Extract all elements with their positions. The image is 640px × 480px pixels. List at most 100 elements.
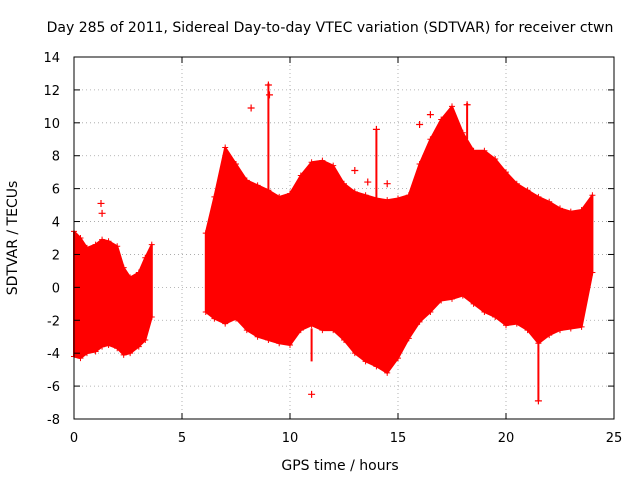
x-tick-label: 20 — [498, 431, 515, 446]
data-point — [276, 193, 283, 200]
data-point — [384, 369, 391, 376]
data-point — [202, 309, 209, 316]
data-point — [83, 244, 90, 251]
data-point — [254, 333, 261, 340]
y-tick-label: 8 — [52, 150, 60, 165]
data-point — [492, 156, 499, 163]
ticks — [73, 56, 615, 420]
y-axis-label: SDTVAR / TECUs — [5, 181, 21, 296]
data-point — [92, 241, 99, 248]
data-point — [470, 300, 477, 307]
y-tick-label: -4 — [47, 347, 60, 362]
data-point — [578, 323, 585, 330]
data-point — [341, 337, 347, 344]
data-point — [351, 188, 358, 195]
data-layer — [71, 81, 596, 405]
data-point — [222, 320, 229, 327]
data-point — [364, 178, 372, 186]
data-point — [114, 345, 121, 352]
data-point — [319, 157, 326, 164]
y-tick-label: 10 — [43, 117, 60, 132]
data-point — [319, 327, 326, 334]
data-point — [557, 327, 563, 334]
data-point — [459, 129, 466, 136]
data-point — [351, 167, 359, 175]
data-point — [470, 147, 477, 154]
data-point — [233, 315, 239, 322]
data-point — [372, 125, 380, 133]
data-point — [202, 230, 209, 237]
data-point — [264, 81, 272, 89]
data-point — [405, 192, 412, 199]
y-tick-label: -6 — [47, 380, 60, 395]
data-point — [362, 358, 369, 365]
data-point — [83, 350, 90, 357]
data-point — [127, 350, 134, 357]
data-point — [265, 337, 272, 344]
data-point — [287, 190, 293, 197]
data-point — [481, 309, 488, 316]
data-point — [383, 180, 391, 188]
data-point — [426, 111, 434, 119]
data-point — [427, 136, 434, 143]
x-tick-label: 5 — [178, 431, 186, 446]
data-point — [438, 116, 445, 123]
data-point — [546, 332, 553, 339]
plot-frame — [73, 56, 615, 420]
data-point — [211, 315, 218, 322]
data-point — [546, 198, 553, 205]
data-point — [330, 327, 337, 334]
data-point — [243, 177, 250, 184]
data-point — [114, 243, 121, 250]
data-point — [362, 192, 369, 199]
data-point — [567, 325, 574, 332]
data-point — [105, 238, 112, 245]
data-point — [127, 274, 134, 281]
data-point — [308, 159, 315, 166]
y-tick-label: 6 — [52, 183, 60, 198]
data-point — [135, 343, 142, 350]
data-point — [416, 120, 424, 128]
data-point — [503, 322, 509, 329]
x-tick-label: 10 — [282, 431, 299, 446]
data-point — [459, 292, 466, 299]
data-point — [427, 309, 434, 316]
data-point — [395, 355, 401, 362]
x-tick-label: 15 — [390, 431, 407, 446]
data-point — [578, 207, 585, 214]
y-tick-label: 4 — [52, 216, 60, 231]
data-point — [92, 348, 99, 355]
data-point — [308, 390, 316, 398]
y-tick-label: 0 — [52, 281, 60, 296]
data-point — [243, 327, 250, 334]
x-tick-label: 25 — [606, 431, 623, 446]
data-point — [135, 269, 142, 276]
data-point — [276, 340, 283, 347]
data-point — [373, 363, 380, 370]
data-point — [142, 337, 149, 344]
data-point — [77, 235, 84, 241]
y-tick-label: 14 — [43, 51, 60, 66]
data-point — [492, 313, 499, 320]
data-point — [534, 397, 542, 405]
data-point — [557, 205, 563, 212]
data-point — [513, 320, 520, 327]
data-point — [77, 355, 84, 362]
data-point — [254, 182, 261, 189]
chart-title: Day 285 of 2011, Sidereal Day-to-day VTE… — [47, 20, 614, 36]
data-point — [99, 236, 106, 243]
data-point — [97, 199, 105, 207]
data-point — [120, 264, 127, 271]
data-point — [148, 241, 155, 248]
data-point — [524, 187, 531, 194]
data-point — [535, 193, 542, 200]
data-point — [247, 104, 255, 112]
y-tick-label: 12 — [43, 84, 60, 99]
data-point — [99, 343, 106, 350]
data-point — [513, 180, 520, 187]
data-point — [524, 327, 531, 334]
data-point — [449, 103, 455, 110]
tick-labels: 0 5 10 15 20 25 -8 -6 -4 -2 0 2 4 6 8 10 12 14 — [43, 51, 622, 446]
data-point — [287, 341, 293, 348]
